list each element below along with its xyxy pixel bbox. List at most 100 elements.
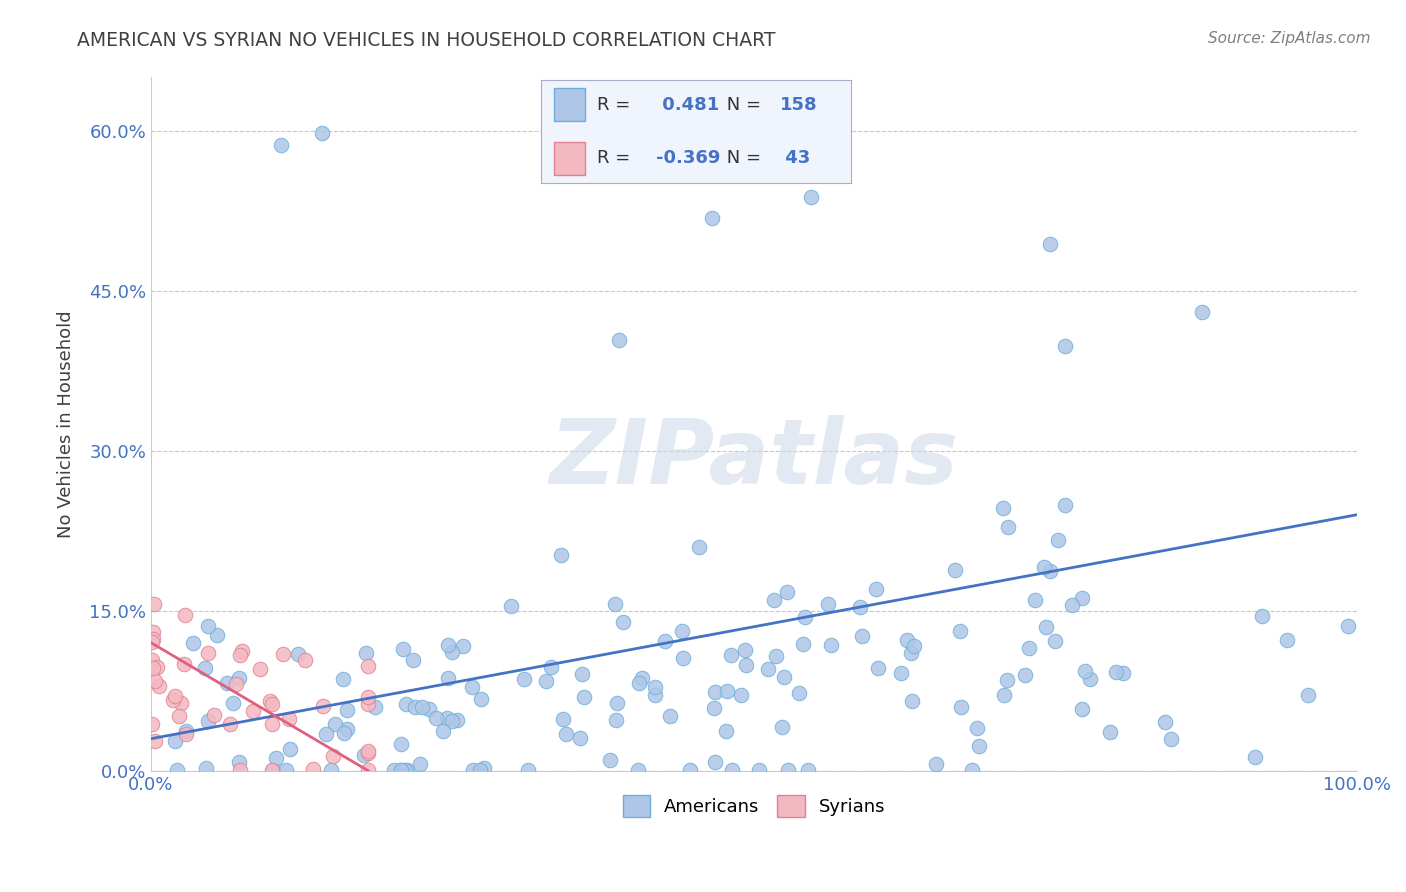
Point [1046,533,1069,548]
Point [322,749,344,764]
Point [1035,620,1057,634]
Text: 0.481: 0.481 [655,96,718,114]
Point [271,647,294,661]
Point [440,645,463,659]
Point [229,763,252,777]
Point [599,753,621,767]
Point [1191,305,1213,319]
Point [1074,664,1097,678]
Point [770,720,793,734]
Point [555,727,578,741]
Point [404,700,426,714]
Point [165,689,187,703]
Point [262,763,284,777]
Point [432,723,454,738]
Point [800,190,823,204]
Point [730,689,752,703]
Point [720,648,742,663]
Point [787,686,810,700]
Point [1071,591,1094,606]
Point [231,644,253,658]
Point [1105,665,1128,679]
Point [319,763,342,777]
Point [202,707,225,722]
Point [141,716,163,731]
Point [389,737,412,751]
Point [997,520,1019,534]
Point [993,501,1015,516]
Point [142,661,165,675]
Point [1045,634,1067,648]
Point [357,659,380,673]
Point [197,714,219,728]
Point [357,697,380,711]
Point [395,697,418,711]
Point [323,716,346,731]
Point [461,681,484,695]
Point [225,677,247,691]
Point [402,653,425,667]
Point [166,763,188,777]
Point [357,746,380,760]
Point [215,676,238,690]
Point [242,704,264,718]
Text: R =: R = [598,96,636,114]
Point [607,333,630,347]
Point [896,632,918,647]
Point [143,733,166,747]
Point [170,696,193,710]
Point [900,647,922,661]
Point [1018,641,1040,656]
Point [949,624,972,639]
Point [181,636,204,650]
Text: N =: N = [721,149,766,167]
Point [472,761,495,775]
Point [396,763,419,777]
Point [312,699,335,714]
Point [294,653,316,667]
Point [574,690,596,704]
Point [218,717,240,731]
Point [437,672,460,686]
Point [141,635,163,649]
Point [949,700,972,714]
Point [197,646,219,660]
Point [820,638,842,652]
Point [644,680,666,694]
Point [1070,702,1092,716]
Point [425,711,447,725]
Point [654,634,676,648]
Point [470,691,492,706]
Point [142,625,165,640]
Point [513,673,536,687]
Point [756,662,779,676]
Point [516,763,538,777]
Point [866,660,889,674]
Point [1032,560,1054,574]
Point [703,685,725,699]
Point [569,731,592,745]
Point [925,756,948,771]
Point [418,701,440,715]
Point [409,756,432,771]
Point [612,615,634,629]
Point [1053,498,1076,512]
Point [141,653,163,667]
Text: ZIPatlas: ZIPatlas [550,415,959,503]
Point [714,723,737,738]
Point [792,637,814,651]
Point [943,564,966,578]
Point [1244,749,1267,764]
Point [354,646,377,660]
Legend: Americans, Syrians: Americans, Syrians [616,788,893,824]
Point [540,660,562,674]
FancyBboxPatch shape [554,88,585,121]
Point [311,126,333,140]
Point [169,709,191,723]
Point [721,763,744,777]
Point [794,609,817,624]
Point [441,714,464,728]
Point [1014,668,1036,682]
Point [704,755,727,769]
Text: N =: N = [721,96,766,114]
